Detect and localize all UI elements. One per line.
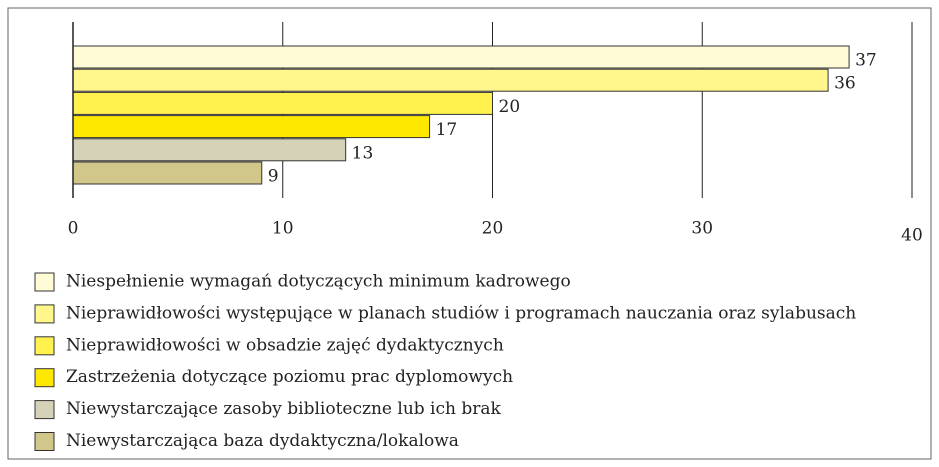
bar	[72, 161, 263, 185]
value-label: 37	[855, 51, 877, 71]
legend-label: Nieprawidłowości w obsadzie zajęć dydakt…	[66, 335, 504, 355]
x-tick-label: 40	[901, 226, 923, 246]
x-tick-label: 20	[482, 219, 504, 239]
value-label: 13	[352, 143, 374, 163]
legend-swatch	[34, 368, 55, 388]
x-tick-label: 10	[272, 219, 294, 239]
bar	[72, 138, 347, 162]
value-label: 20	[499, 97, 521, 117]
legend-label: Niespełnienie wymagań dotyczących minimu…	[66, 272, 571, 292]
value-label: 36	[834, 74, 856, 94]
bar	[72, 115, 431, 139]
legend-label: Niewystarczające zasoby biblioteczne lub…	[66, 399, 502, 419]
x-tick-label: 0	[68, 219, 79, 239]
bar	[72, 68, 829, 92]
bar	[72, 45, 850, 69]
bar	[72, 91, 493, 115]
legend-swatch	[34, 400, 55, 420]
legend-swatch	[34, 336, 55, 356]
legend-swatch	[34, 304, 55, 324]
legend-label: Zastrzeżenia dotyczące poziomu prac dypl…	[66, 367, 513, 387]
legend-label: Niewystarczająca baza dydaktyczna/lokalo…	[66, 431, 459, 451]
legend-swatch	[34, 272, 55, 292]
legend-swatch	[34, 432, 55, 451]
legend-label: Nieprawidłowości występujące w planach s…	[66, 303, 856, 323]
value-label: 9	[268, 167, 279, 187]
x-tick-label: 30	[691, 219, 713, 239]
value-label: 17	[436, 120, 458, 140]
frame	[7, 7, 932, 460]
